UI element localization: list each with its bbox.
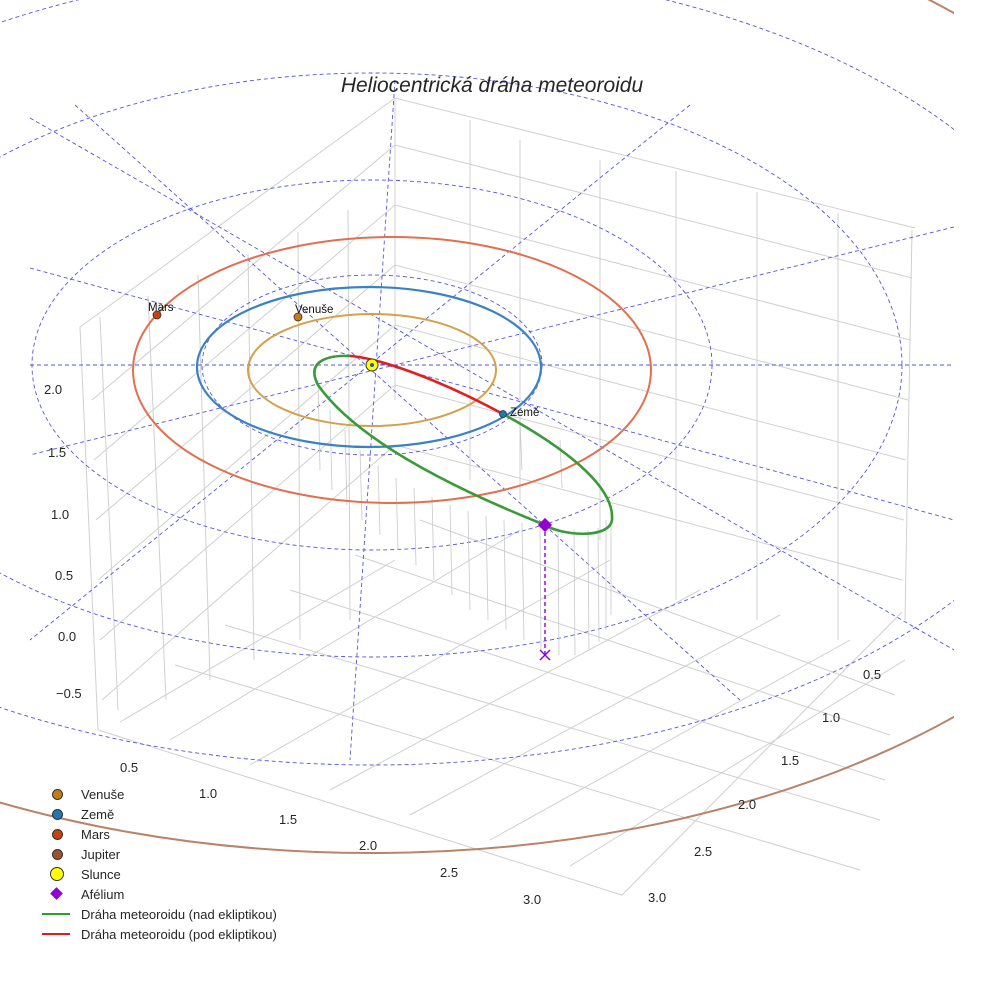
legend-item-earth: Země: [36, 804, 277, 824]
mars-dot-icon: [52, 829, 63, 840]
legend-item-venus: Venuše: [36, 784, 277, 804]
venus-label: Venuše: [295, 304, 334, 316]
x-tick: 1.5: [279, 812, 298, 827]
grid-box: [79, 97, 916, 896]
legend-item-jupiter: Jupiter: [36, 844, 277, 864]
chart-title: Heliocentrická dráha meteoroidu: [340, 74, 644, 97]
earth-label: Země: [510, 407, 540, 419]
mars-label: Mars: [148, 302, 174, 314]
y-tick: 1.0: [822, 710, 841, 725]
z-tick: 1.5: [48, 445, 67, 460]
drop-lines: [317, 379, 612, 656]
y-tick: 2.0: [738, 797, 757, 812]
z-tick: −0.5: [56, 686, 82, 701]
legend-item-orbit-below: Dráha meteoroidu (pod ekliptikou): [36, 924, 277, 944]
diamond-icon: [50, 887, 63, 900]
mars-orbit: [132, 236, 652, 504]
venus-marker: [293, 312, 303, 322]
y-tick: 0.5: [863, 667, 882, 682]
y-tick: 1.5: [781, 753, 800, 768]
sun-core: [370, 363, 374, 367]
aphelion-marker: [537, 517, 553, 533]
venus-dot-icon: [52, 789, 63, 800]
legend-item-aphelion: Afélium: [36, 884, 277, 904]
z-tick: 0.0: [58, 629, 77, 644]
earth-marker: [499, 410, 507, 418]
venus-orbit: [247, 313, 497, 427]
legend: Venuše Země Mars Jupiter Slunce Afélium …: [36, 784, 277, 944]
x-tick: 1.0: [199, 786, 218, 801]
jupiter-orbit: [0, 0, 954, 854]
x-tick: 3.0: [523, 892, 542, 907]
earth-dot-icon: [52, 809, 63, 820]
earth-orbit: [195, 285, 543, 449]
green-line-icon: [42, 913, 70, 915]
jupiter-dot-icon: [52, 849, 63, 860]
legend-item-orbit-above: Dráha meteoroidu (nad ekliptikou): [36, 904, 277, 924]
y-tick: 2.5: [694, 844, 713, 859]
y-tick: 3.0: [648, 890, 667, 905]
z-tick: 0.5: [55, 568, 74, 583]
z-tick: 2.0: [44, 382, 63, 397]
x-tick: 0.5: [120, 760, 139, 775]
red-line-icon: [42, 933, 70, 935]
z-tick: 1.0: [51, 507, 70, 522]
x-tick: 2.0: [359, 838, 378, 853]
meteoroid-orbit-above: [313, 354, 614, 536]
x-tick: 2.5: [440, 865, 459, 880]
legend-item-sun: Slunce: [36, 864, 277, 884]
aphelion-projection-x-icon: [539, 649, 551, 661]
mars-marker: [152, 310, 162, 320]
legend-item-mars: Mars: [36, 824, 277, 844]
sun-dot-icon: [50, 867, 64, 881]
meteoroid-orbit-below: [349, 354, 504, 416]
